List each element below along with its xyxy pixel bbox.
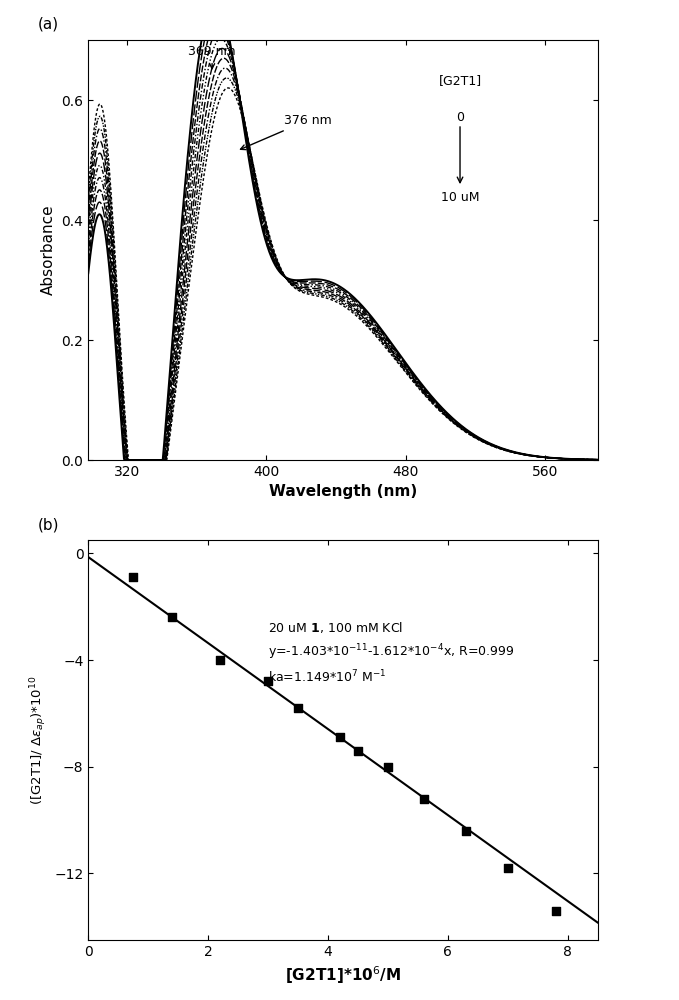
- Point: [335, 729, 346, 745]
- Text: 0: 0: [456, 111, 464, 124]
- Point: [352, 743, 363, 759]
- X-axis label: [G2T1]*10$^{6}$/M: [G2T1]*10$^{6}$/M: [285, 964, 401, 986]
- Text: (a): (a): [37, 17, 58, 32]
- Text: 376 nm: 376 nm: [240, 114, 331, 150]
- Text: [G2T1]: [G2T1]: [439, 74, 481, 87]
- Point: [550, 903, 561, 919]
- Point: [382, 759, 393, 775]
- Point: [502, 860, 513, 876]
- X-axis label: Wavelength (nm): Wavelength (nm): [269, 484, 417, 499]
- Y-axis label: ([G2T1]/ $\Delta\epsilon_{ap}$)*10$^{10}$: ([G2T1]/ $\Delta\epsilon_{ap}$)*10$^{10}…: [28, 675, 49, 805]
- Point: [460, 823, 471, 839]
- Text: 10 uM: 10 uM: [441, 191, 479, 204]
- Point: [293, 700, 304, 716]
- Point: [418, 791, 429, 807]
- Point: [128, 569, 139, 585]
- Point: [167, 609, 178, 625]
- Text: 369 nm: 369 nm: [188, 45, 236, 69]
- Text: 20 uM $\mathbf{1}$, 100 mM KCl
y=-1.403*10$^{-11}$-1.612*10$^{-4}$x, R=0.999
ka=: 20 uM $\mathbf{1}$, 100 mM KCl y=-1.403*…: [268, 620, 515, 685]
- Y-axis label: Absorbance: Absorbance: [41, 205, 56, 295]
- Point: [215, 652, 225, 668]
- Point: [263, 673, 274, 689]
- Text: (b): (b): [37, 517, 59, 532]
